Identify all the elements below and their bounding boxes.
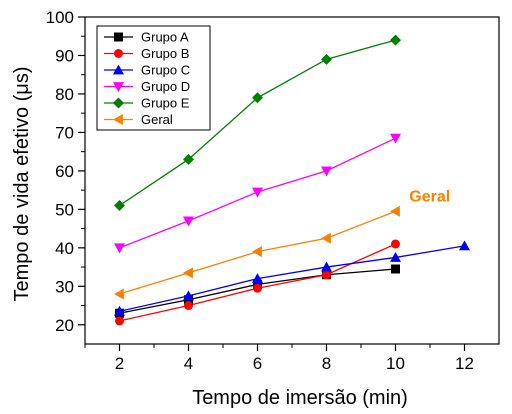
- data-point: [183, 267, 193, 279]
- legend-marker: [114, 49, 123, 58]
- legend-label: Geral: [141, 112, 173, 127]
- legend-label: Grupo C: [141, 63, 190, 78]
- legend-marker: [113, 97, 124, 109]
- data-point: [390, 133, 401, 144]
- x-tick-label: 8: [322, 354, 331, 373]
- data-point: [390, 34, 401, 46]
- data-point: [115, 316, 124, 326]
- series-geral: [114, 205, 400, 300]
- y-tick-label: 30: [55, 277, 74, 296]
- data-point: [252, 92, 263, 104]
- x-tick-label: 6: [253, 354, 262, 373]
- data-point: [114, 243, 125, 254]
- y-tick-label: 100: [46, 8, 74, 27]
- y-axis-title: Tempo de vida efetivo (μs): [11, 67, 33, 302]
- y-tick-label: 80: [55, 85, 74, 104]
- y-tick-label: 20: [55, 316, 74, 335]
- legend-marker: [113, 64, 124, 75]
- x-tick-label: 4: [184, 354, 193, 373]
- legend-marker: [114, 32, 123, 42]
- data-point: [391, 264, 400, 274]
- y-tick-label: 40: [55, 239, 74, 258]
- data-point: [183, 153, 194, 165]
- data-point: [459, 240, 470, 251]
- legend-label: Grupo B: [141, 46, 189, 61]
- legend-label: Grupo D: [141, 79, 190, 94]
- data-point: [390, 251, 401, 262]
- data-point: [253, 283, 262, 293]
- data-point: [252, 187, 263, 198]
- legend-marker: [113, 114, 123, 125]
- annotation-layer: Geral: [409, 189, 450, 206]
- annotation-label: Geral: [409, 189, 450, 206]
- data-point: [321, 53, 332, 65]
- y-tick-label: 50: [55, 200, 74, 219]
- data-point: [252, 246, 262, 258]
- data-point: [114, 200, 125, 212]
- data-point: [321, 232, 331, 244]
- data-point: [252, 273, 263, 283]
- axes: 2 4 6 8 10 12 20 30 40 50 60 70 80 90 100: [46, 8, 474, 373]
- data-point: [114, 288, 124, 300]
- data-point: [183, 216, 194, 227]
- series-grupo-d: [114, 133, 401, 254]
- x-axis-title: Tempo de imersão (min): [192, 387, 408, 409]
- legend-box: [96, 25, 211, 131]
- y-tick-label: 70: [55, 123, 74, 142]
- data-point: [391, 239, 400, 249]
- legend-label: Grupo E: [141, 96, 190, 111]
- x-tick-label: 10: [386, 354, 405, 373]
- series-layer: [114, 34, 470, 326]
- data-point: [114, 305, 125, 316]
- data-point: [321, 261, 332, 272]
- series-grupo-e: [114, 34, 401, 212]
- data-point: [183, 290, 194, 301]
- data-point: [321, 166, 332, 177]
- x-tick-label: 12: [455, 354, 474, 373]
- data-point: [184, 301, 193, 311]
- x-tick-label: 2: [115, 354, 124, 373]
- series-grupo-c: [114, 240, 470, 316]
- legend-marker: [113, 82, 124, 92]
- data-point: [390, 205, 400, 217]
- series-line: [119, 245, 465, 312]
- legend-label: Grupo A: [141, 30, 189, 45]
- data-point: [322, 270, 331, 280]
- y-tick-label: 60: [55, 162, 74, 181]
- y-tick-label: 90: [55, 46, 74, 65]
